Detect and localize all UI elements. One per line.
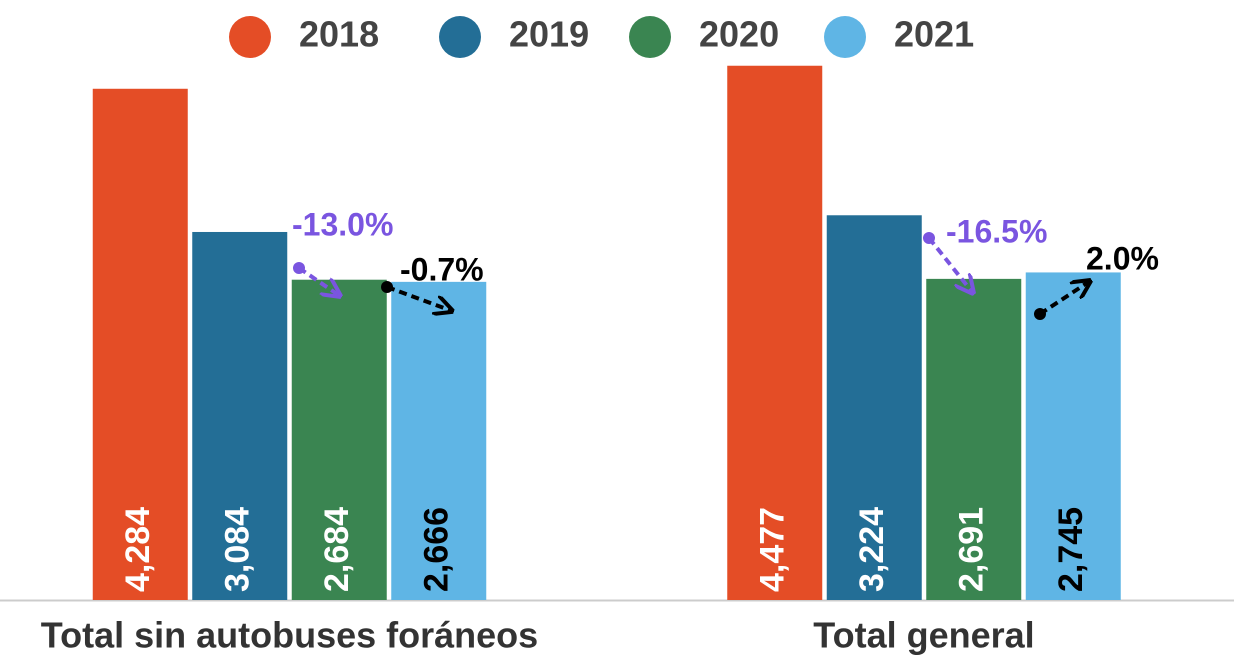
value-label: 2,691	[953, 507, 991, 592]
annotation: -16.5%	[946, 213, 1047, 249]
legend-swatch	[439, 16, 481, 58]
legend-label: 2018	[299, 14, 379, 55]
value-label: 2,684	[318, 507, 356, 592]
arrows	[293, 232, 1090, 320]
bar	[92, 88, 188, 600]
value-label: 3,224	[853, 507, 891, 592]
value-label: 4,284	[119, 507, 157, 592]
bar	[391, 281, 487, 600]
arrow	[386, 285, 452, 311]
x-tick-label: Total general	[813, 615, 1034, 656]
arrow	[297, 266, 340, 296]
bar	[727, 65, 823, 600]
legend-label: 2021	[894, 14, 974, 55]
legend-swatch	[824, 16, 866, 58]
value-label: 2,745	[1052, 507, 1090, 592]
x-tick-label: Total sin autobuses foráneos	[41, 615, 538, 656]
value-label: 4,477	[754, 507, 792, 592]
annotation: -13.0%	[292, 206, 393, 242]
value-label: 2,666	[418, 507, 456, 592]
annotation: -0.7%	[400, 251, 484, 287]
annotation: 2.0%	[1086, 240, 1159, 276]
legend-label: 2020	[699, 14, 779, 55]
bar	[192, 231, 288, 600]
arrow	[927, 236, 973, 293]
bar	[926, 278, 1022, 600]
legend-label: 2019	[509, 14, 589, 55]
arrow	[1038, 281, 1090, 316]
bars	[92, 65, 1121, 600]
legend-swatch	[229, 16, 271, 58]
bar	[1025, 272, 1121, 600]
legend-swatch	[629, 16, 671, 58]
bar	[291, 279, 387, 600]
bar	[826, 215, 922, 600]
value-label: 3,084	[219, 507, 257, 592]
